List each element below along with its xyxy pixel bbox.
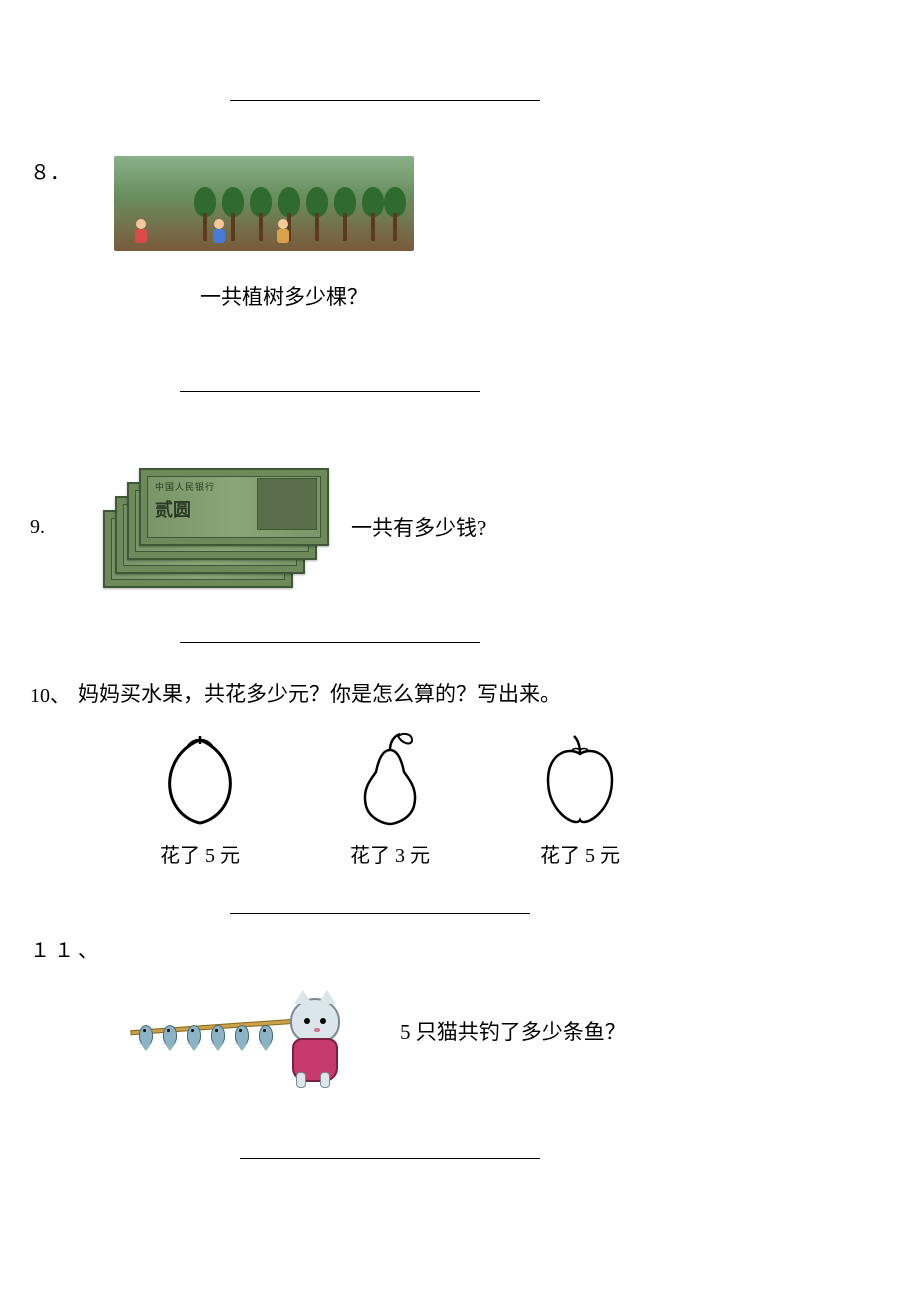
q11-question-text: 5 只猫共钓了多少条鱼？ <box>400 1016 626 1046</box>
question-10: 10、 妈妈买水果，共花多少元？你是怎么算的？写出来。 花了 5 元 花了 3 … <box>30 678 890 914</box>
fruit-peach: 花了 5 元 <box>150 728 250 868</box>
q11-number: １１、 <box>30 934 882 963</box>
answer-line <box>180 391 480 392</box>
answer-line <box>230 913 530 914</box>
question-9: 9. 中国人民银行 贰圆 一共有多少钱? <box>30 462 890 643</box>
q9-number: 9. <box>30 516 45 539</box>
question-11: １１、 5 只猫共钓了 <box>30 934 890 1159</box>
q8-number: ８． <box>30 156 70 185</box>
cat-fishing-illustration <box>130 963 390 1098</box>
pear-icon <box>340 728 440 828</box>
money-illustration: 中国人民银行 贰圆 <box>103 462 333 592</box>
pear-price-label: 花了 3 元 <box>340 839 440 868</box>
q10-question-text: 妈妈买水果，共花多少元？你是怎么算的？写出来。 <box>78 678 561 708</box>
trees-illustration <box>114 156 414 251</box>
apple-price-label: 花了 5 元 <box>530 839 630 868</box>
fruits-row: 花了 5 元 花了 3 元 花了 5 元 <box>150 728 890 868</box>
fruit-pear: 花了 3 元 <box>340 728 440 868</box>
q10-number: 10、 <box>30 679 70 708</box>
banknote-header: 中国人民银行 <box>155 480 215 493</box>
q9-question-text: 一共有多少钱? <box>351 512 486 542</box>
answer-line <box>230 100 540 101</box>
worksheet-page: ８． 一共植树多少棵？ 9. <box>0 0 920 1199</box>
banknote-portrait <box>257 478 317 530</box>
question-8: ８． 一共植树多少棵？ <box>30 156 890 392</box>
q8-question-text: 一共植树多少棵？ <box>200 281 890 311</box>
banknote-denomination: 贰圆 <box>155 496 191 522</box>
peach-icon <box>150 728 250 828</box>
cat-figure <box>280 998 350 1088</box>
fruit-apple: 花了 5 元 <box>530 728 630 868</box>
answer-line <box>240 1158 540 1159</box>
peach-price-label: 花了 5 元 <box>150 839 250 868</box>
apple-icon <box>530 728 630 828</box>
answer-line <box>180 642 480 643</box>
